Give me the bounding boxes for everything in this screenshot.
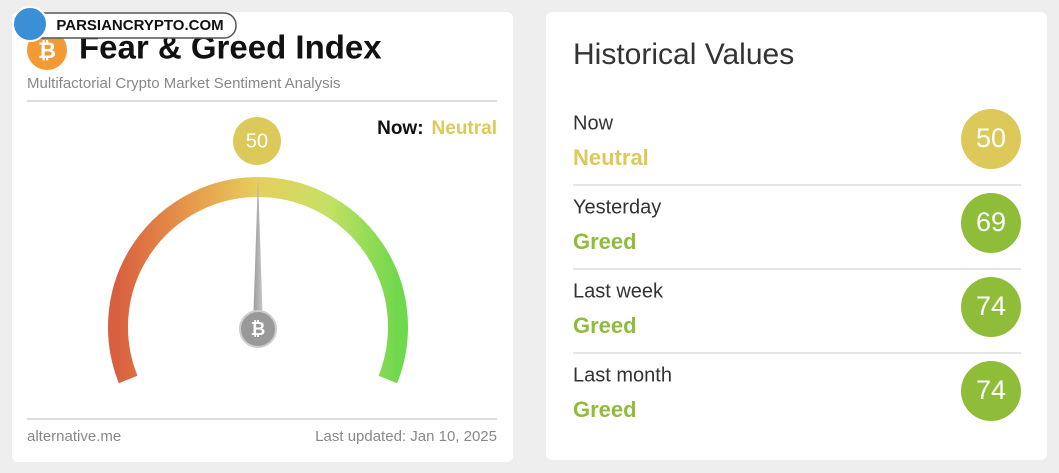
last-updated: Last updated: Jan 10, 2025: [315, 428, 497, 445]
history-title: Historical Values: [573, 38, 794, 71]
value-bubble: [233, 117, 281, 165]
bitcoin-symbol: ₿: [38, 38, 56, 63]
value-badge: [961, 109, 1021, 169]
history-value: 74: [976, 291, 1006, 321]
history-value: 69: [976, 207, 1006, 237]
history-value: 50: [976, 123, 1006, 153]
watermark-logo: [12, 6, 48, 42]
history-rows: Now Neutral 50 Yesterday Greed 69 Last week Gre…: [573, 109, 1021, 422]
gauge: ₿ 50: [108, 117, 408, 384]
status: Greed: [573, 313, 637, 338]
now-status: Neutral: [432, 118, 497, 139]
source: alternative.me: [27, 428, 121, 445]
gauge-value: 50: [246, 130, 268, 152]
status: Greed: [573, 397, 637, 422]
needle-hub: [239, 310, 277, 348]
history-card: [546, 12, 1047, 460]
history-value: 74: [976, 375, 1006, 405]
period: Now: [573, 112, 614, 134]
value-badge: [961, 277, 1021, 337]
period: Yesterday: [573, 196, 661, 218]
watermark: PARSIANCRYPTO.COM: [56, 17, 223, 34]
needle: [253, 177, 263, 327]
status: Neutral: [573, 145, 649, 170]
hub-symbol: ₿: [251, 319, 266, 339]
period: Last month: [573, 364, 672, 386]
status: Greed: [573, 229, 637, 254]
now-label: Now:: [377, 118, 423, 139]
period: Last week: [573, 280, 664, 302]
gauge-subtitle: Multifactorial Crypto Market Sentiment A…: [27, 75, 340, 92]
value-badge: [961, 361, 1021, 421]
value-badge: [961, 193, 1021, 253]
